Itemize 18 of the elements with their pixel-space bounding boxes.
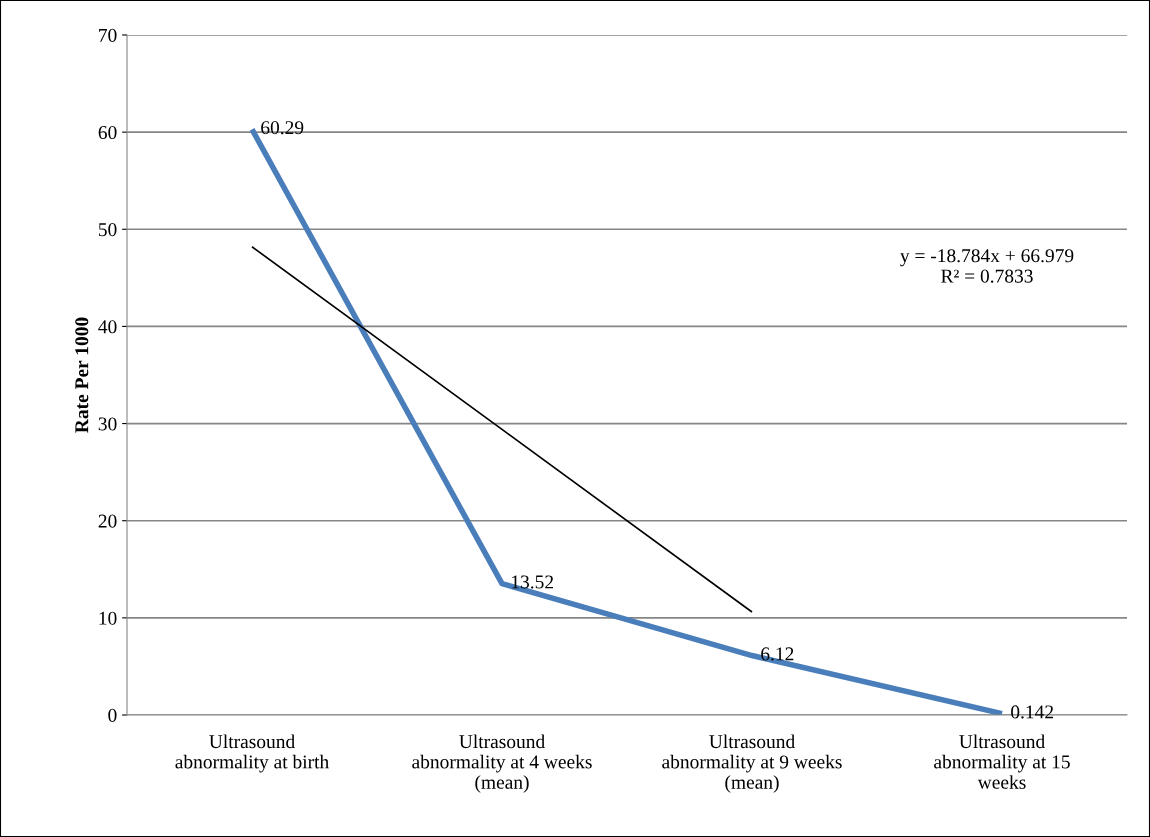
annotation: y = -18.784x + 66.979 R² = 0.7833 (900, 249, 1074, 283)
y-tick-label: 40 (98, 320, 117, 334)
x-tick-label: Ultrasound abnormality at 9 weeks (mean) (662, 734, 842, 793)
y-tick-label: 60 (98, 125, 117, 140)
y-tick-label: 50 (98, 223, 117, 237)
y-tick-label: 0 (108, 708, 117, 722)
data-label: 13.52 (512, 575, 554, 589)
x-tick-label: Ultrasound abnormality at 15 weeks (934, 734, 1070, 789)
x-tick-label: Ultrasound abnormality at 4 weeks (mean) (412, 734, 592, 793)
data-label: 60.29 (261, 121, 304, 135)
y-tick-label: 10 (99, 611, 117, 625)
y-tick-label: 70 (99, 28, 117, 42)
data-label: 0.142 (1011, 705, 1054, 719)
data-label: 6.12 (761, 647, 794, 661)
y-axis-title: Rate Per 1000 (75, 317, 89, 433)
y-tick-label: 30 (98, 417, 117, 431)
y-tick-label: 20 (98, 514, 117, 528)
x-tick-label: Ultrasound abnormality at birth (175, 734, 329, 773)
